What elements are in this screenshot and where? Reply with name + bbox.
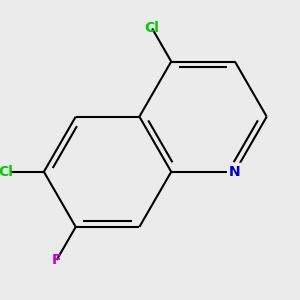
Text: Cl: Cl bbox=[145, 21, 160, 35]
Text: F: F bbox=[52, 253, 62, 267]
Text: N: N bbox=[229, 165, 241, 179]
Text: Cl: Cl bbox=[0, 165, 13, 179]
